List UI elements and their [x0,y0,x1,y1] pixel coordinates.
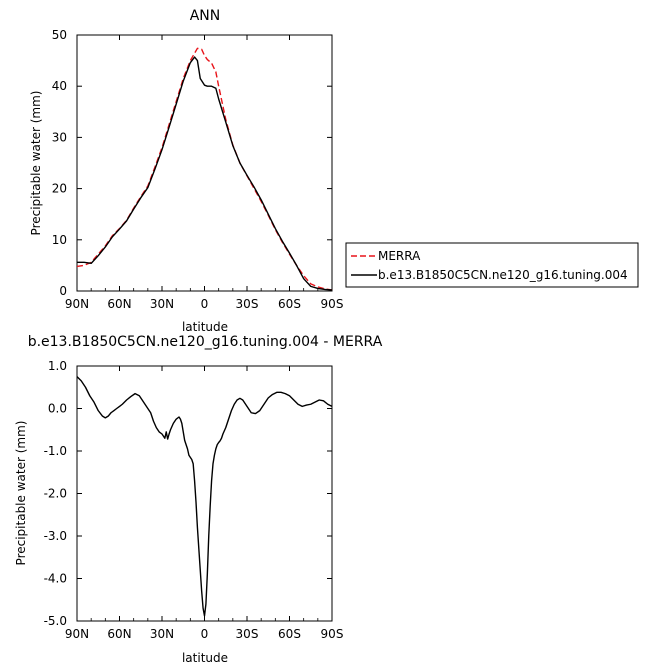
bottom-y-tick-label: -3.0 [44,529,67,543]
top-plot-frame [76,34,333,292]
top-series-layer [76,47,333,291]
top-x-tick-label: 0 [201,297,209,311]
bottom-x-tick-label: 90S [321,627,344,641]
bottom-y-tick-label: -2.0 [44,487,67,501]
top-x-tick-label: 60S [278,297,301,311]
top-x-tick-label: 30N [150,297,174,311]
top-axis-ticks: 90N 60N 30N 0 30S 60S 90S 0 10 20 30 40 50 [52,28,344,311]
bottom-y-tick-label: -5.0 [44,614,67,628]
bottom-series-layer [76,376,333,617]
top-y-tick-label: 0 [59,284,67,298]
bottom-plot-frame [76,365,333,622]
bottom-series-line-0 [76,376,333,617]
top-x-axis-title: latitude [182,320,228,334]
top-x-tick-label: 90S [321,297,344,311]
bottom-y-tick-label: 1.0 [48,359,67,373]
legend: MERRA b.e13.B1850C5CN.ne120_g16.tuning.0… [345,242,639,288]
bottom-plot-title: b.e13.B1850C5CN.ne120_g16.tuning.004 - M… [28,334,383,350]
bottom-x-tick-label: 30S [236,627,259,641]
bottom-y-tick-label: -4.0 [44,572,67,586]
top-y-tick-label: 40 [52,79,67,93]
bottom-axis-ticks: 90N 60N 30N 0 30S 60S 90S 1.0 0.0 -1.0 -2.0 -3.0 -4.… [44,359,344,641]
bottom-y-tick-label: 0.0 [48,402,67,416]
bottom-panel: b.e13.B1850C5CN.ne120_g16.tuning.004 - M… [14,334,383,665]
legend-box [345,242,639,288]
top-panel: ANN 90N 60N 30N 0 30S 60S 90S 0 10 20 30 40 50 latit… [29,8,343,334]
bottom-y-tick-label: -1.0 [44,444,67,458]
top-x-tick-label: 60N [107,297,131,311]
bottom-x-tick-label: 0 [201,627,209,641]
bottom-y-axis-title: Precipitable water (mm) [14,421,28,566]
bottom-x-axis-title: latitude [182,651,228,665]
legend-label-merra: MERRA [378,249,421,263]
top-y-tick-label: 30 [52,130,67,144]
bottom-x-tick-label: 30N [150,627,174,641]
top-y-tick-label: 20 [52,182,67,196]
top-y-tick-label: 50 [52,28,67,42]
top-series-line-1 [77,56,333,291]
top-x-tick-label: 90N [65,297,89,311]
top-plot-title: ANN [190,8,221,24]
top-x-tick-label: 30S [236,297,259,311]
bottom-x-tick-label: 90N [65,627,89,641]
top-y-tick-label: 10 [52,233,67,247]
top-y-axis-title: Precipitable water (mm) [29,91,43,236]
legend-label-model: b.e13.B1850C5CN.ne120_g16.tuning.004 [378,268,628,282]
bottom-x-tick-label: 60N [107,627,131,641]
bottom-x-tick-label: 60S [278,627,301,641]
